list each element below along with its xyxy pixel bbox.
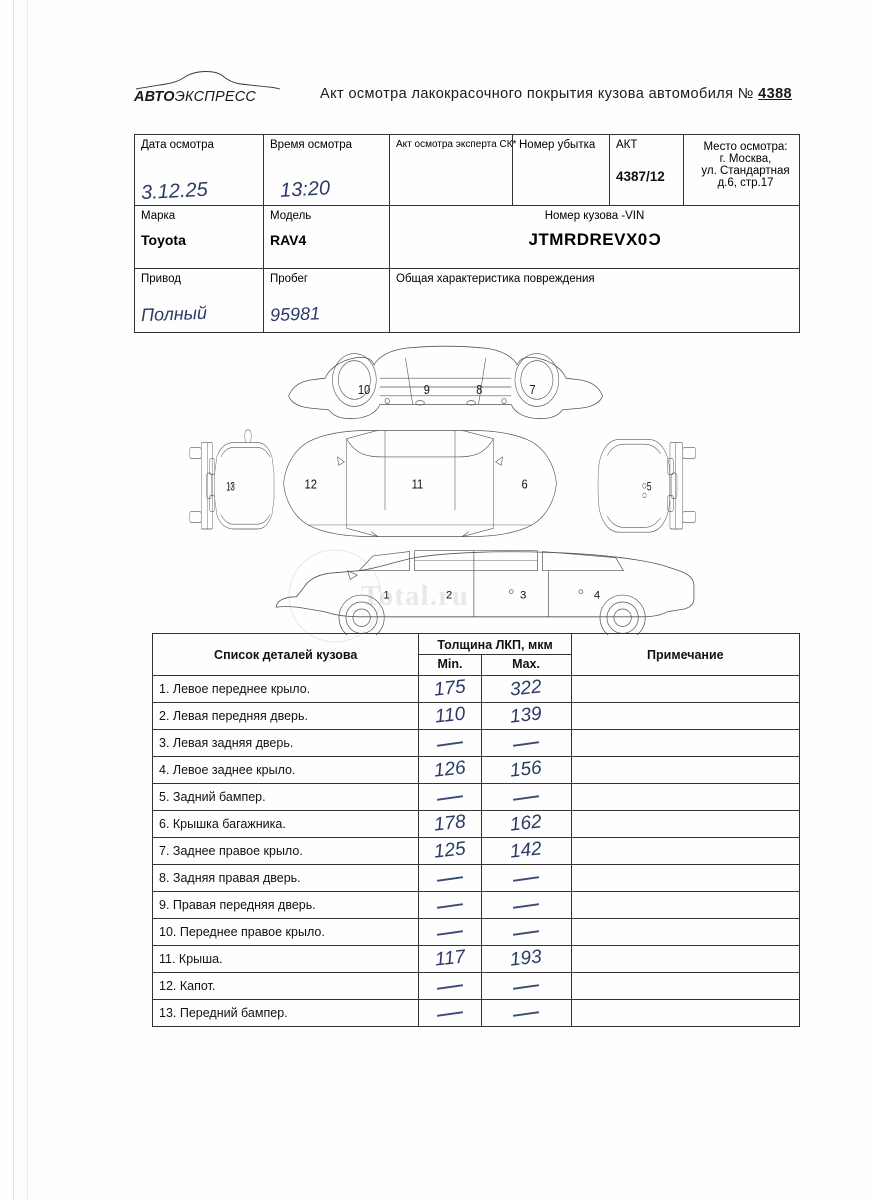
svg-text:11: 11: [412, 477, 424, 492]
svg-text:АВТОЭКСПРЕСС: АВТОЭКСПРЕСС: [133, 89, 256, 105]
svg-text:7: 7: [530, 382, 536, 397]
svg-text:10: 10: [358, 382, 370, 397]
svg-text:8: 8: [476, 382, 482, 397]
svg-text:9: 9: [424, 382, 430, 397]
svg-text:13: 13: [226, 481, 235, 494]
svg-text:6: 6: [522, 477, 528, 492]
svg-text:4: 4: [594, 590, 600, 602]
svg-text:12: 12: [305, 477, 318, 492]
svg-text:5: 5: [647, 481, 652, 494]
